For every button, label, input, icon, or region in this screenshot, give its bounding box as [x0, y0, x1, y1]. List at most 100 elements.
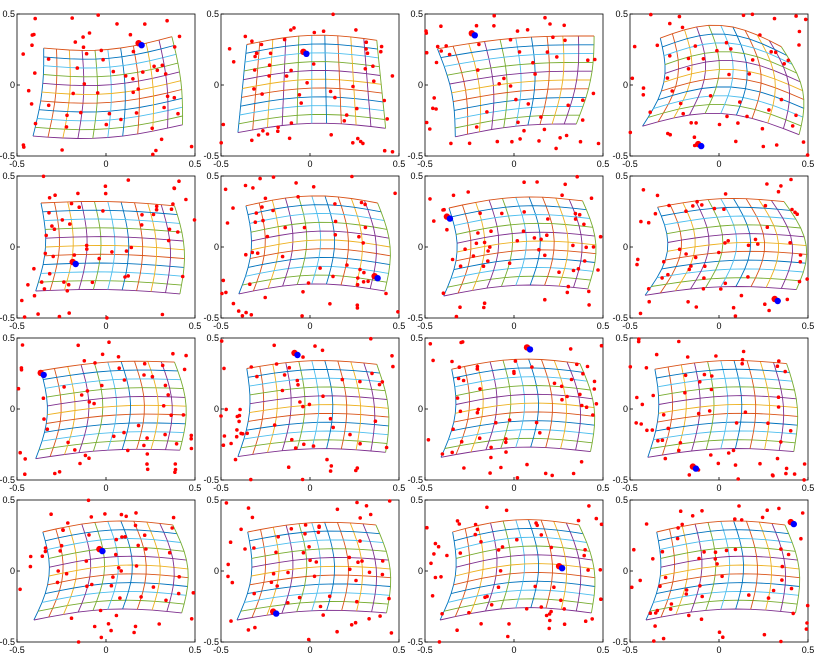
mesh-line: [654, 359, 787, 370]
mesh-line: [527, 519, 540, 608]
data-point: [52, 227, 57, 231]
data-point: [355, 599, 359, 604]
mesh-line: [236, 609, 387, 621]
data-point: [265, 234, 270, 239]
data-point: [791, 611, 795, 616]
x-tick-label: 0: [716, 645, 721, 655]
data-point: [373, 419, 378, 424]
data-point: [543, 253, 547, 258]
mesh-line: [759, 361, 771, 450]
data-point: [687, 267, 692, 272]
y-tick-label: 0: [214, 80, 219, 90]
data-point: [696, 411, 701, 416]
mesh-line: [455, 563, 595, 577]
data-point: [379, 49, 383, 54]
data-point: [276, 129, 280, 133]
mesh-line: [251, 230, 390, 242]
data-point: [669, 602, 674, 606]
data-point: [222, 434, 227, 438]
data-point: [598, 568, 603, 572]
data-point: [636, 257, 640, 262]
data-point: [678, 101, 683, 106]
mesh-line: [134, 361, 145, 450]
data-point: [668, 132, 672, 137]
data-point: [499, 465, 503, 470]
data-point: [715, 48, 719, 53]
x-tick-label: 0: [103, 645, 108, 655]
x-tick-label: -0.5: [417, 483, 433, 493]
mesh-line: [659, 538, 793, 551]
data-point: [245, 431, 249, 436]
mesh-line: [756, 34, 776, 124]
mesh-line: [249, 213, 385, 224]
data-point: [638, 578, 642, 583]
mesh-line: [133, 521, 147, 610]
data-point: [294, 181, 298, 185]
data-point: [798, 260, 803, 264]
data-point: [139, 595, 143, 599]
data-point: [308, 558, 312, 563]
mesh-line: [43, 53, 177, 69]
data-point: [347, 555, 352, 560]
data-point: [630, 585, 634, 590]
data-point: [445, 227, 449, 232]
data-point: [177, 34, 182, 39]
data-point: [686, 67, 691, 71]
data-point: [331, 425, 336, 430]
data-point: [145, 462, 149, 466]
data-point: [691, 204, 695, 208]
data-point: [65, 113, 69, 118]
data-point: [134, 111, 139, 115]
data-point: [42, 417, 46, 421]
data-point: [563, 182, 567, 187]
mesh-line: [786, 363, 799, 452]
data-point: [122, 430, 126, 435]
data-point: [726, 451, 731, 455]
data-point: [226, 562, 230, 567]
mesh-line: [248, 368, 380, 378]
data-point: [690, 514, 695, 518]
data-point: [766, 596, 771, 600]
data-point: [746, 243, 751, 248]
data-point: [447, 52, 452, 57]
mesh-line: [780, 46, 805, 135]
data-point: [792, 472, 797, 476]
data-point: [798, 253, 803, 257]
data-point: [79, 393, 84, 397]
data-point: [504, 440, 508, 445]
data-point: [272, 343, 277, 348]
data-point: [694, 121, 698, 125]
data-point: [73, 448, 77, 452]
mesh-line: [656, 368, 790, 379]
data-point: [369, 336, 373, 341]
data-point: [286, 465, 291, 470]
data-point: [508, 84, 513, 88]
mesh-line: [437, 35, 595, 50]
data-point: [100, 383, 104, 388]
data-point: [647, 299, 651, 304]
mesh-line: [440, 446, 591, 458]
data-point: [263, 196, 268, 201]
mesh-line: [457, 231, 595, 244]
mesh-line: [324, 35, 328, 124]
data-point: [29, 102, 34, 106]
highlight-point: [446, 215, 454, 222]
data-point: [566, 284, 571, 289]
data-point: [436, 544, 441, 549]
data-point: [549, 545, 554, 550]
data-point: [189, 144, 194, 149]
data-point: [432, 219, 436, 223]
data-point: [44, 233, 48, 238]
y-tick-label: 0: [10, 404, 15, 414]
data-point: [478, 387, 482, 391]
data-point: [246, 506, 251, 510]
data-point: [260, 92, 264, 96]
data-point: [139, 223, 144, 227]
data-point: [77, 205, 81, 209]
data-point: [229, 441, 233, 446]
y-tick-label: 0: [623, 242, 628, 252]
mesh-line: [48, 564, 188, 577]
data-point: [729, 47, 733, 51]
mesh-line: [667, 233, 805, 243]
